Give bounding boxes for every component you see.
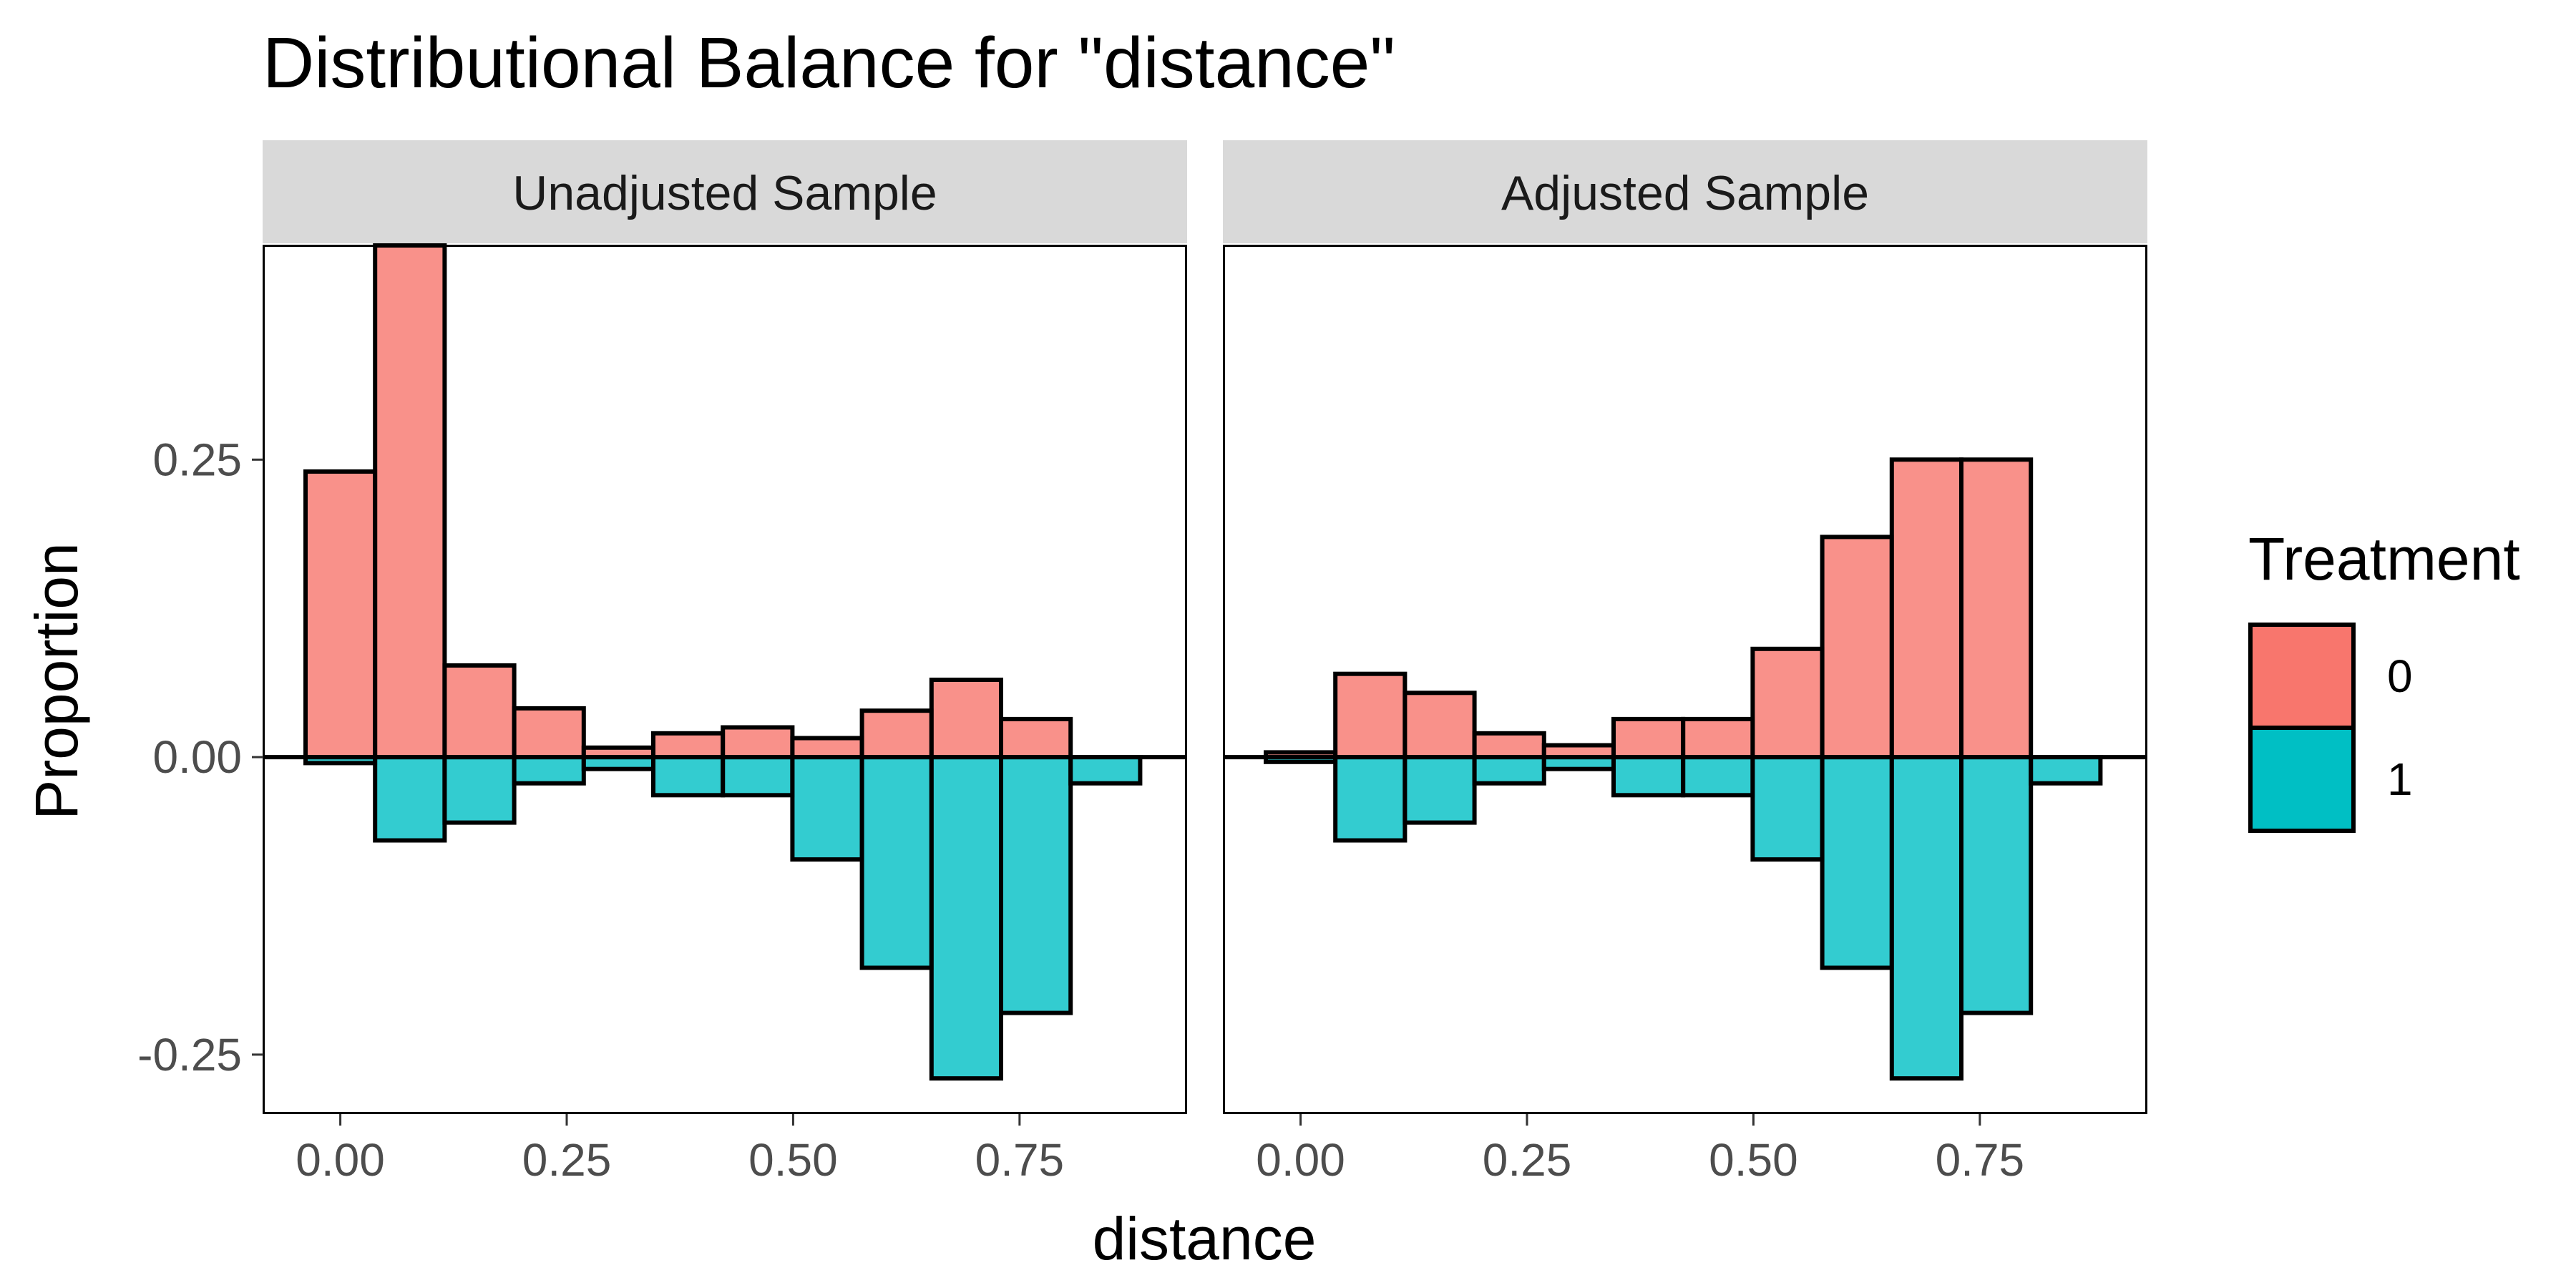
bar-treatment-0 <box>1750 646 1825 760</box>
y-axis: 0.25 0.00 -0.25 <box>137 434 263 1080</box>
bar-treatment-1 <box>929 755 1004 1081</box>
bar-treatment-1 <box>999 755 1073 1015</box>
bar-treatment-0 <box>373 243 447 760</box>
x-tick-label: 0.25 <box>522 1134 612 1186</box>
legend-label-0: 0 <box>2387 650 2413 702</box>
x-tick-label: 0.00 <box>296 1134 385 1186</box>
bar-treatment-0 <box>651 731 726 760</box>
bar-treatment-1 <box>1820 755 1894 970</box>
bar-treatment-1 <box>721 755 795 798</box>
bar-treatment-0 <box>512 706 586 760</box>
y-tick-label: 0.00 <box>152 731 242 783</box>
bar-treatment-0 <box>859 708 934 760</box>
chart-title: Distributional Balance for "distance" <box>263 23 1395 103</box>
bar-treatment-1 <box>1402 755 1477 825</box>
bars-unadjusted <box>303 243 1143 1081</box>
bar-treatment-0 <box>1959 457 2034 760</box>
y-tick-label: 0.25 <box>152 434 242 485</box>
legend-key-0 <box>2248 623 2356 730</box>
bar-treatment-0 <box>999 716 1073 760</box>
bar-treatment-1 <box>1333 755 1407 843</box>
x-tick-label: 0.75 <box>1936 1134 2025 1186</box>
bar-treatment-1 <box>859 755 934 970</box>
panel-border-unadjusted <box>263 245 1187 1114</box>
bar-treatment-0 <box>1333 671 1407 760</box>
bar-treatment-0 <box>1820 535 1894 760</box>
bar-treatment-1 <box>1889 755 1964 1081</box>
legend-key-1 <box>2248 726 2356 833</box>
bar-treatment-0 <box>790 736 864 760</box>
panel-adjusted: Adjusted Sample 0.00 0.25 0.50 0.75 <box>1223 140 2147 1186</box>
strip-label-adjusted: Adjusted Sample <box>1501 166 1869 220</box>
y-tick-label: -0.25 <box>137 1029 242 1080</box>
bar-treatment-1 <box>1611 755 1686 798</box>
bar-treatment-1 <box>651 755 726 798</box>
x-ticks-adjusted: 0.00 0.25 0.50 0.75 <box>1256 1114 2024 1186</box>
bar-treatment-0 <box>1889 457 1964 760</box>
bar-treatment-0 <box>442 663 517 760</box>
legend: Treatment 0 1 <box>2248 525 2520 833</box>
legend-label-1: 1 <box>2387 753 2413 805</box>
bar-treatment-0 <box>1611 716 1686 760</box>
x-tick-label: 0.75 <box>975 1134 1065 1186</box>
x-axis-title: distance <box>1093 1205 1317 1272</box>
bar-treatment-1 <box>442 755 517 825</box>
bar-treatment-1 <box>790 755 864 862</box>
bar-treatment-0 <box>721 725 795 760</box>
bar-treatment-0 <box>303 469 378 760</box>
x-tick-label: 0.50 <box>1709 1134 1798 1186</box>
bar-treatment-1 <box>1750 755 1825 862</box>
strip-adjusted <box>1223 140 2147 243</box>
bar-treatment-1 <box>373 755 447 843</box>
strip-label-unadjusted: Unadjusted Sample <box>512 166 937 220</box>
bar-treatment-1 <box>1472 755 1546 786</box>
x-tick-label: 0.00 <box>1256 1134 1345 1186</box>
bar-treatment-1 <box>1068 755 1143 786</box>
bar-treatment-0 <box>929 678 1004 760</box>
panel-unadjusted: Unadjusted Sample 0.00 0.25 0.50 0.75 <box>263 140 1187 1186</box>
x-tick-label: 0.25 <box>1483 1134 1572 1186</box>
legend-title: Treatment <box>2248 525 2520 592</box>
bar-treatment-1 <box>512 755 586 786</box>
x-ticks-unadjusted: 0.00 0.25 0.50 0.75 <box>296 1114 1064 1186</box>
panel-border-adjusted <box>1223 245 2147 1114</box>
bar-treatment-0 <box>1402 691 1477 760</box>
bar-treatment-0 <box>1472 731 1546 760</box>
x-tick-label: 0.50 <box>748 1134 838 1186</box>
bar-treatment-1 <box>1959 755 2034 1015</box>
bar-treatment-1 <box>1681 755 1755 798</box>
strip-unadjusted <box>263 140 1187 243</box>
bar-treatment-1 <box>2029 755 2103 786</box>
bar-treatment-0 <box>1681 716 1755 760</box>
y-axis-title: Proportion <box>23 542 90 820</box>
